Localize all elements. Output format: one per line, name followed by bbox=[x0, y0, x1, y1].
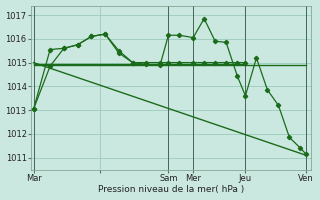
X-axis label: Pression niveau de la mer( hPa ): Pression niveau de la mer( hPa ) bbox=[98, 185, 244, 194]
